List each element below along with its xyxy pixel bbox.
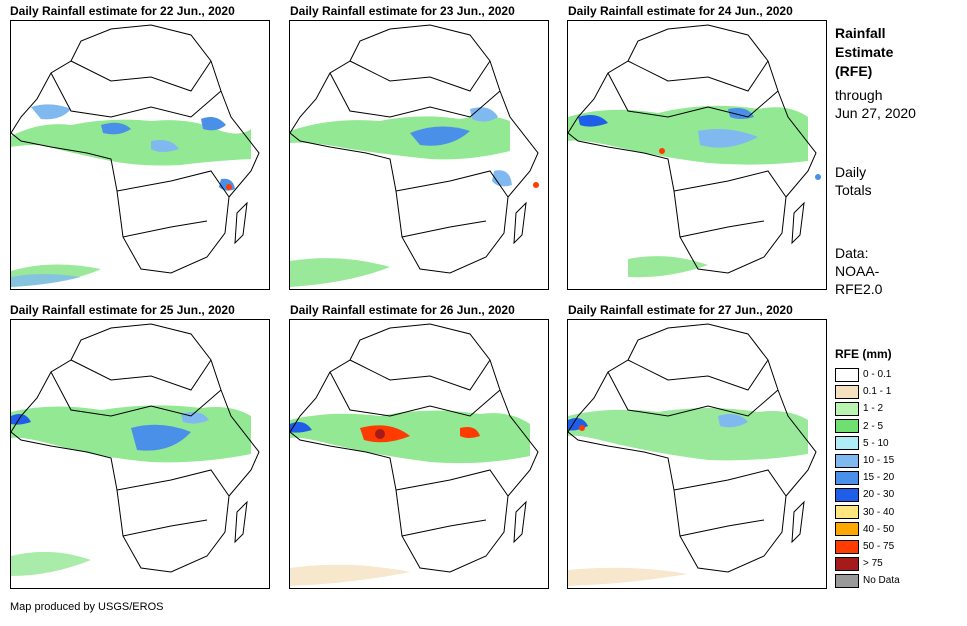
- rainfall-field: [11, 104, 251, 287]
- legend-swatch: [835, 487, 859, 502]
- legend-label: 20 - 30: [863, 489, 895, 501]
- legend-swatch: [835, 556, 859, 571]
- data-source-line1: Data:: [835, 245, 869, 261]
- legend-label: 1 - 2: [863, 403, 884, 415]
- legend-item: 40 - 50: [835, 521, 894, 538]
- legend-item: 1 - 2: [835, 400, 883, 417]
- legend-item: 50 - 75: [835, 538, 894, 555]
- legend-item: 15 - 20: [835, 469, 894, 486]
- legend-item: 30 - 40: [835, 504, 894, 521]
- country-borders: [11, 24, 260, 274]
- panel-title-22-jun: Daily Rainfall estimate for 22 Jun., 202…: [10, 4, 235, 18]
- totals-line1: Daily: [835, 164, 867, 180]
- legend-swatch: [835, 367, 859, 382]
- legend-swatch: [835, 384, 859, 399]
- legend-title: RFE (mm): [835, 347, 892, 361]
- map-panel-26-jun: [289, 319, 549, 589]
- product-title-line3: (RFE): [835, 63, 873, 79]
- through-label: through: [835, 87, 883, 103]
- legend-swatch: [835, 505, 859, 520]
- map-panel-24-jun: [567, 20, 827, 290]
- rainfall-field: [290, 410, 530, 586]
- legend-label: 40 - 50: [863, 523, 895, 535]
- map-panel-25-jun: [10, 319, 270, 589]
- country-borders: [568, 323, 817, 573]
- data-source-line2: NOAA-: [835, 263, 880, 279]
- legend-swatch: [835, 522, 859, 537]
- country-borders: [290, 323, 539, 573]
- legend-label: 30 - 40: [863, 506, 895, 518]
- rainfall-field: [11, 405, 251, 576]
- panel-title-26-jun: Daily Rainfall estimate for 26 Jun., 202…: [290, 303, 515, 317]
- totals-line2: Totals: [835, 182, 872, 198]
- legend-item: 20 - 30: [835, 486, 894, 503]
- credit-footer: Map produced by USGS/EROS: [10, 601, 164, 613]
- legend-swatch: [835, 573, 859, 588]
- legend-item: No Data: [835, 572, 900, 589]
- legend-label: No Data: [863, 575, 900, 587]
- legend-swatch: [835, 539, 859, 554]
- legend-label: 0 - 0.1: [863, 369, 892, 380]
- country-borders: [11, 323, 260, 573]
- map-panel-27-jun: [567, 319, 827, 589]
- through-date: Jun 27, 2020: [835, 105, 916, 121]
- legend-swatch: [835, 419, 859, 434]
- panel-title-27-jun: Daily Rainfall estimate for 27 Jun., 202…: [568, 303, 793, 317]
- legend-label: 2 - 5: [863, 420, 884, 432]
- country-borders: [568, 24, 817, 274]
- panel-title-23-jun: Daily Rainfall estimate for 23 Jun., 202…: [290, 4, 515, 18]
- product-title-line1: Rainfall: [835, 25, 886, 41]
- rainfall-field: [568, 408, 808, 586]
- legend-label: 10 - 15: [863, 455, 895, 466]
- legend-item: > 75: [835, 555, 883, 572]
- rainfall-field: [290, 107, 539, 287]
- map-panel-22-jun: [10, 20, 270, 290]
- data-source-line3: RFE2.0: [835, 281, 883, 297]
- legend-label: 5 - 10: [863, 437, 889, 449]
- rainfall-field: [568, 105, 821, 278]
- legend-swatch: [835, 453, 859, 468]
- legend-item: 10 - 15: [835, 452, 894, 469]
- legend-label: > 75: [863, 558, 883, 570]
- legend-swatch: [835, 436, 859, 451]
- map-panel-23-jun: [289, 20, 549, 290]
- legend-item: 0 - 0.1: [835, 366, 891, 383]
- legend-swatch: [835, 470, 859, 485]
- legend-label: 0.1 - 1: [863, 386, 892, 398]
- legend-item: 5 - 10: [835, 435, 889, 452]
- legend-item: 0.1 - 1: [835, 383, 891, 400]
- country-borders: [290, 24, 539, 274]
- legend-swatch: [835, 401, 859, 416]
- product-title-line2: Estimate: [835, 44, 894, 60]
- panel-title-24-jun: Daily Rainfall estimate for 24 Jun., 202…: [568, 4, 793, 18]
- panel-title-25-jun: Daily Rainfall estimate for 25 Jun., 202…: [10, 303, 235, 317]
- legend-item: 2 - 5: [835, 418, 883, 435]
- legend-label: 50 - 75: [863, 541, 895, 552]
- legend-label: 15 - 20: [863, 472, 895, 484]
